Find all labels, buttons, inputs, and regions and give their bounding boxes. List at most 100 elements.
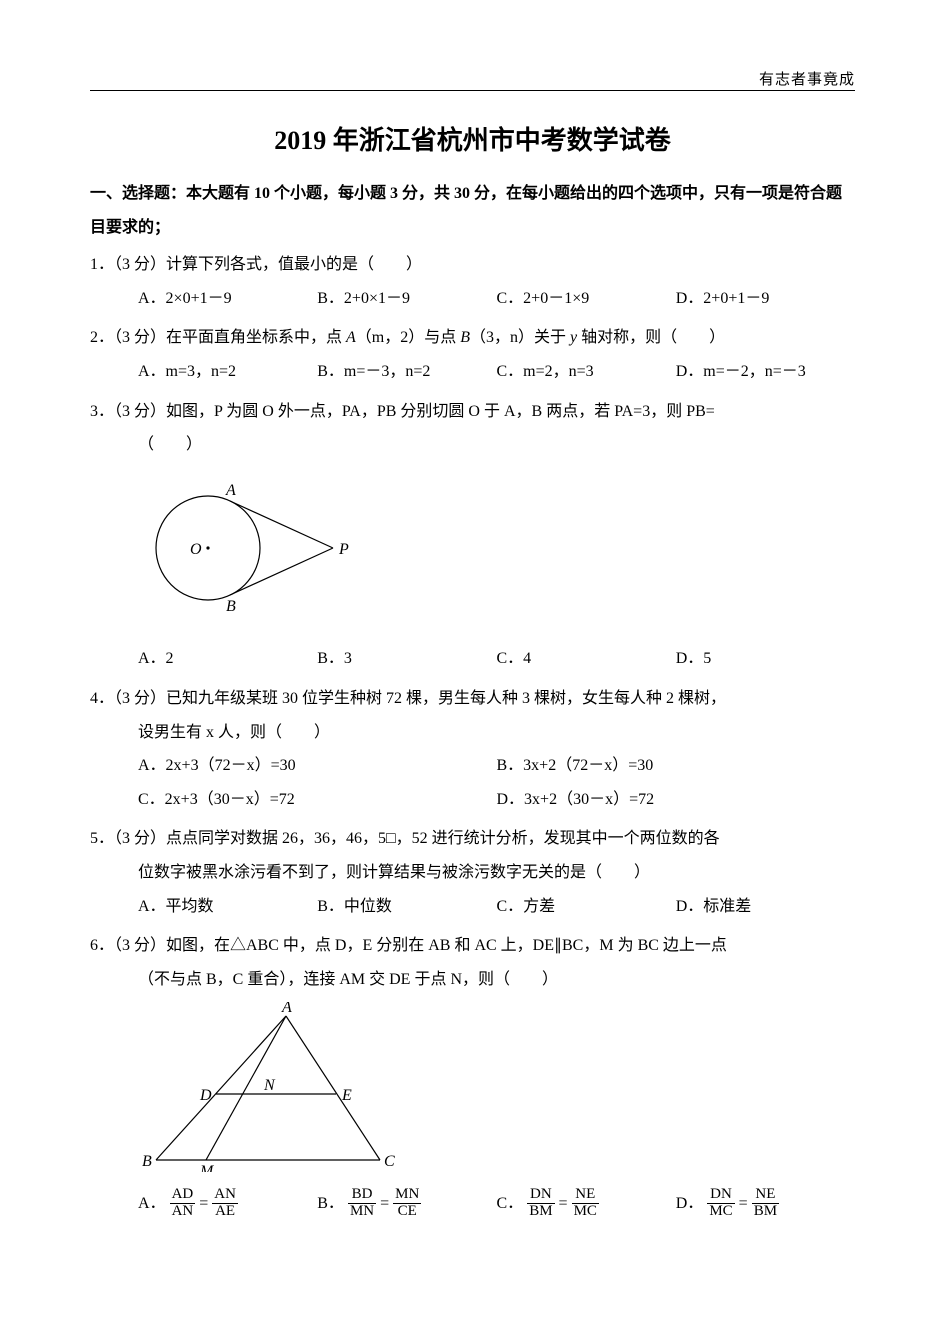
- q6-opt-c: C． DNBM = NEMC: [497, 1187, 676, 1221]
- q4-opt-c: C．2x+3（30－x）=72: [138, 783, 497, 817]
- q3-opt-b: B．3: [317, 642, 496, 676]
- q3-stem2: （ ）: [90, 428, 855, 462]
- q1-opt-a: A．2×0+1－9: [138, 282, 317, 316]
- q2-B: B: [460, 329, 470, 346]
- q2-opt-b: B．m=－3，n=2: [317, 355, 496, 389]
- q5-stem2: 位数字被黑水涂污看不到了，则计算结果与被涂污数字无关的是（ ）: [90, 856, 855, 890]
- svg-text:A: A: [281, 1002, 292, 1016]
- exam-title: 2019 年浙江省杭州市中考数学试卷: [90, 120, 855, 157]
- header-motto: 有志者事竟成: [759, 68, 855, 89]
- q6-stem: 6．（3 分）如图，在△ABC 中，点 D，E 分别在 AB 和 AC 上，DE…: [90, 929, 855, 963]
- triangle-diagram: ABCDEMN: [138, 1002, 398, 1172]
- svg-text:C: C: [384, 1153, 395, 1170]
- q2-opt-a: A．m=3，n=2: [138, 355, 317, 389]
- section-heading: 一、选择题：本大题有 10 个小题，每小题 3 分，共 30 分，在每小题给出的…: [90, 177, 855, 244]
- q6-c-num1: DN: [527, 1187, 554, 1204]
- q6-d-den1: MC: [707, 1204, 734, 1220]
- q4-opt-b: B．3x+2（72－x）=30: [497, 749, 856, 783]
- q6-c-frac2: NEMC: [572, 1187, 599, 1220]
- svg-text:A: A: [225, 482, 236, 499]
- q1-opt-d: D．2+0+1－9: [676, 282, 855, 316]
- q6-options: A． ADAN = ANAE B． BDMN = MNCE C． DNBM = …: [90, 1187, 855, 1221]
- q3-stem: 3．（3 分）如图，P 为圆 O 外一点，PA，PB 分别切圆 O 于 A，B …: [90, 395, 855, 429]
- question-6: 6．（3 分）如图，在△ABC 中，点 D，E 分别在 AB 和 AC 上，DE…: [90, 929, 855, 1220]
- q3-opt-d: D．5: [676, 642, 855, 676]
- q6-b-num2: MN: [393, 1187, 421, 1204]
- q6-a-den1: AN: [170, 1204, 196, 1220]
- svg-text:E: E: [341, 1087, 352, 1104]
- q2-opt-a-text: A．m=3，n=2: [138, 363, 236, 380]
- q5-options: A．平均数 B．中位数 C．方差 D．标准差: [90, 890, 855, 924]
- header-rule: [90, 90, 855, 91]
- q5-opt-c: C．方差: [497, 890, 676, 924]
- q6-b-den1: MN: [348, 1204, 376, 1220]
- svg-text:P: P: [338, 541, 349, 558]
- q6-c-den1: BM: [527, 1204, 554, 1220]
- q6-opt-a: A． ADAN = ANAE: [138, 1187, 317, 1221]
- q3-options: A．2 B．3 C．4 D．5: [90, 642, 855, 676]
- q6-b-num1: BD: [348, 1187, 376, 1204]
- q6-c-num2: NE: [572, 1187, 599, 1204]
- q5-opt-b: B．中位数: [317, 890, 496, 924]
- q3-figure: O A B P: [90, 468, 855, 641]
- q6-d-num2: NE: [752, 1187, 779, 1204]
- q1-opt-c: C．2+0－1×9: [497, 282, 676, 316]
- svg-text:M: M: [199, 1163, 215, 1172]
- q6-stem2: （不与点 B，C 重合），连接 AM 交 DE 于点 N，则（ ）: [90, 963, 855, 997]
- q2-A: A: [346, 329, 356, 346]
- q6-c-label: C．: [497, 1195, 524, 1212]
- svg-text:N: N: [263, 1077, 276, 1094]
- q2-stem-text2: （m，2）与点: [356, 329, 460, 346]
- q6-a-den2: AE: [212, 1204, 238, 1220]
- svg-text:B: B: [226, 598, 236, 615]
- question-5: 5．（3 分）点点同学对数据 26，36，46，5□，52 进行统计分析，发现其…: [90, 822, 855, 923]
- q6-b-frac2: MNCE: [393, 1187, 421, 1220]
- q4-opt-a: A．2x+3（72－x）=30: [138, 749, 497, 783]
- q4-opt-d: D．3x+2（30－x）=72: [497, 783, 856, 817]
- q6-opt-d: D． DNMC = NEBM: [676, 1187, 855, 1221]
- q5-opt-a: A．平均数: [138, 890, 317, 924]
- exam-page: 有志者事竟成 2019 年浙江省杭州市中考数学试卷 一、选择题：本大题有 10 …: [0, 0, 945, 1337]
- q6-c-den2: MC: [572, 1204, 599, 1220]
- q6-figure: ABCDEMN: [90, 1002, 855, 1185]
- q4-stem2: 设男生有 x 人，则（ ）: [90, 716, 855, 750]
- q4-options: A．2x+3（72－x）=30 B．3x+2（72－x）=30 C．2x+3（3…: [90, 749, 855, 816]
- q6-b-den2: CE: [393, 1204, 421, 1220]
- q6-d-frac1: DNMC: [707, 1187, 734, 1220]
- circle-tangent-diagram: O A B P: [138, 468, 358, 628]
- question-4: 4．（3 分）已知九年级某班 30 位学生种树 72 棵，男生每人种 3 棵树，…: [90, 682, 855, 816]
- q2-stem-text4: 轴对称，则（ ）: [577, 329, 725, 346]
- q3-opt-a: A．2: [138, 642, 317, 676]
- q6-b-label: B．: [317, 1195, 344, 1212]
- q6-a-num1: AD: [170, 1187, 196, 1204]
- q2-opt-d: D．m=－2，n=－3: [676, 355, 855, 389]
- q6-d-den2: BM: [752, 1204, 779, 1220]
- q6-a-frac1: ADAN: [170, 1187, 196, 1220]
- q5-opt-d: D．标准差: [676, 890, 855, 924]
- question-3: 3．（3 分）如图，P 为圆 O 外一点，PA，PB 分别切圆 O 于 A，B …: [90, 395, 855, 676]
- q2-stem: 2．（3 分）在平面直角坐标系中，点 A（m，2）与点 B（3，n）关于 y 轴…: [90, 321, 855, 355]
- q1-stem: 1．（3 分）计算下列各式，值最小的是（ ）: [90, 248, 855, 282]
- svg-text:O: O: [190, 541, 202, 558]
- q4-stem: 4．（3 分）已知九年级某班 30 位学生种树 72 棵，男生每人种 3 棵树，…: [90, 682, 855, 716]
- q3-opt-c: C．4: [497, 642, 676, 676]
- q2-opt-d-text: D．m=－2，n=－3: [676, 363, 806, 380]
- q2-opt-b-text: B．m=－3，n=2: [317, 363, 430, 380]
- q2-opt-c-text: C．m=2，n=3: [497, 363, 594, 380]
- q6-d-frac2: NEBM: [752, 1187, 779, 1220]
- q1-options: A．2×0+1－9 B．2+0×1－9 C．2+0－1×9 D．2+0+1－9: [90, 282, 855, 316]
- question-1: 1．（3 分）计算下列各式，值最小的是（ ） A．2×0+1－9 B．2+0×1…: [90, 248, 855, 315]
- q6-d-num1: DN: [707, 1187, 734, 1204]
- q6-opt-b: B． BDMN = MNCE: [317, 1187, 496, 1221]
- q6-a-frac2: ANAE: [212, 1187, 238, 1220]
- q5-stem: 5．（3 分）点点同学对数据 26，36，46，5□，52 进行统计分析，发现其…: [90, 822, 855, 856]
- q1-opt-b: B．2+0×1－9: [317, 282, 496, 316]
- q2-opt-c: C．m=2，n=3: [497, 355, 676, 389]
- q6-b-frac1: BDMN: [348, 1187, 376, 1220]
- q2-stem-text: 2．（3 分）在平面直角坐标系中，点: [90, 329, 346, 346]
- q2-options: A．m=3，n=2 B．m=－3，n=2 C．m=2，n=3 D．m=－2，n=…: [90, 355, 855, 389]
- q2-stem-text3: （3，n）关于: [470, 329, 570, 346]
- question-2: 2．（3 分）在平面直角坐标系中，点 A（m，2）与点 B（3，n）关于 y 轴…: [90, 321, 855, 388]
- q6-d-label: D．: [676, 1195, 704, 1212]
- q6-a-num2: AN: [212, 1187, 238, 1204]
